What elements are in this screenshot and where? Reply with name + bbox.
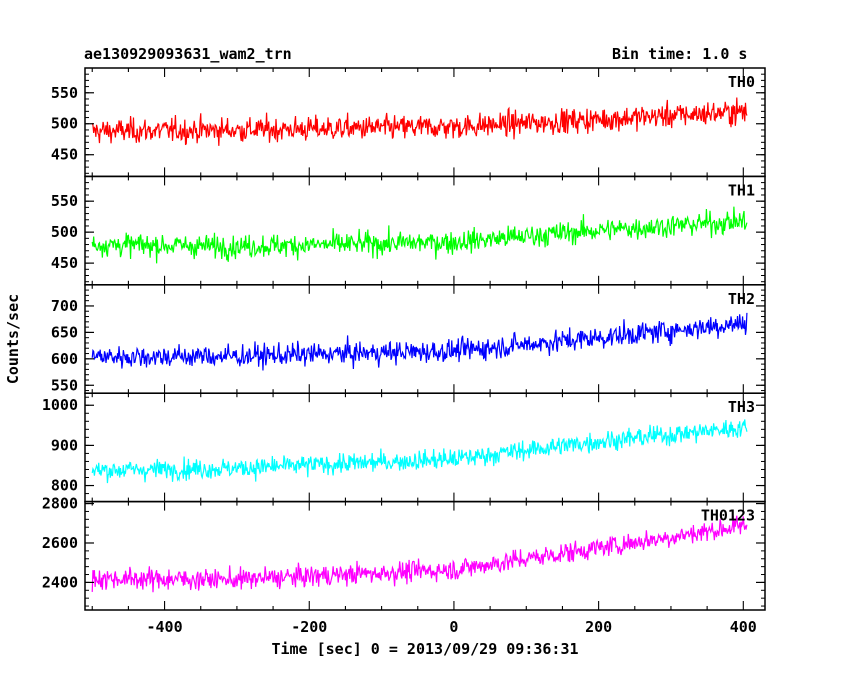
series-line-th1 [91, 206, 748, 264]
y-tick-label: 2600 [42, 534, 78, 552]
x-tick-label: 200 [585, 618, 612, 636]
y-tick-label: 500 [51, 223, 78, 241]
bin-time-label: Bin time: 1.0 s [612, 45, 748, 63]
y-tick-label: 800 [51, 477, 78, 495]
x-axis-label: Time [sec] 0 = 2013/09/29 09:36:31 [271, 640, 578, 658]
series-line-th0123 [91, 515, 748, 593]
y-tick-label: 550 [51, 84, 78, 102]
y-tick-label: 2400 [42, 573, 78, 591]
panel-frame-th0123 [84, 500, 766, 611]
y-tick-label: 2800 [42, 495, 78, 513]
x-tick-label: -400 [147, 618, 183, 636]
panel-label-th2: TH2 [728, 290, 755, 308]
y-axis-label: Counts/sec [4, 294, 22, 384]
x-tick-label: 0 [449, 618, 458, 636]
panel-frame-th2 [84, 284, 766, 394]
y-tick-label: 900 [51, 436, 78, 454]
series-line-th2 [91, 312, 748, 371]
y-tick-label: 450 [51, 254, 78, 272]
y-tick-label: 700 [51, 297, 78, 315]
series-line-th0 [91, 97, 748, 146]
series-line-th3 [91, 419, 748, 484]
x-tick-label: -200 [291, 618, 327, 636]
y-tick-label: 650 [51, 323, 78, 341]
y-tick-label: 550 [51, 192, 78, 210]
panel-label-th3: TH3 [728, 398, 755, 416]
panel-label-th1: TH1 [728, 181, 755, 199]
y-tick-label: 500 [51, 115, 78, 133]
panel-label-th0: TH0 [728, 73, 755, 91]
chart-title: ae130929093631_wam2_trn [84, 45, 292, 63]
y-tick-label: 600 [51, 350, 78, 368]
y-tick-label: 450 [51, 146, 78, 164]
panel-frame-th3 [84, 392, 766, 503]
x-tick-label: 400 [730, 618, 757, 636]
y-tick-label: 550 [51, 376, 78, 394]
y-tick-label: 1000 [42, 396, 78, 414]
panel-label-th0123: TH0123 [701, 507, 755, 525]
